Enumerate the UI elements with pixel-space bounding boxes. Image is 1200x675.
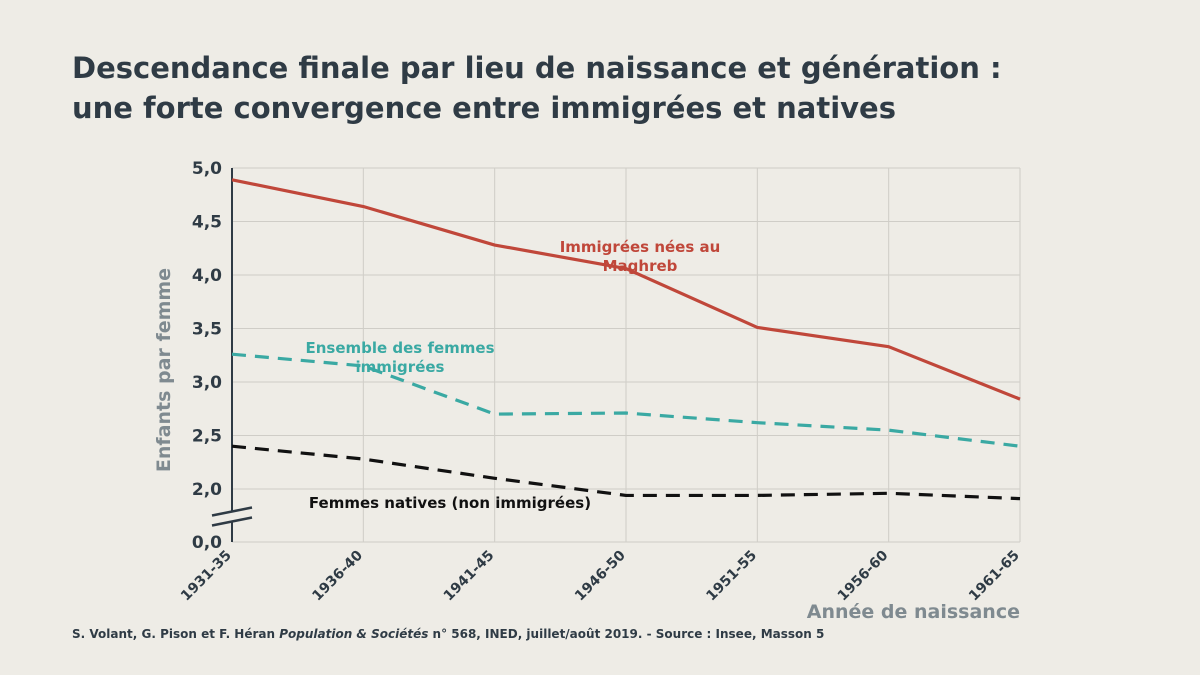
x-tick-label: 1956-60	[835, 547, 892, 604]
x-tick-label: 1961-65	[966, 548, 1023, 605]
x-axis-label: Année de naissance	[807, 601, 1020, 623]
x-tick-label: 1941-45	[441, 548, 498, 605]
y-tick-label: 0,0	[192, 533, 222, 553]
y-tick-label: 4,5	[192, 213, 222, 233]
series-line-natives	[231, 444, 1021, 501]
y-tick-label: 4,0	[192, 266, 222, 286]
y-tick-label: 5,0	[192, 159, 222, 179]
series-label-maghreb: Immigrées nées au	[560, 238, 721, 256]
source-authors: S. Volant, G. Pison et F. Héran	[72, 627, 280, 641]
series-line-maghreb	[231, 178, 1021, 401]
series-line-immigrees	[231, 352, 1021, 448]
chart-title: Descendance finale par lieu de naissance…	[72, 48, 1152, 128]
y-tick-label: 2,5	[192, 427, 222, 447]
source-publication: Population & Sociétés	[279, 627, 429, 641]
series-label-immigrees: immigrées	[356, 358, 445, 376]
axis-break-mark	[211, 506, 253, 517]
source-note: S. Volant, G. Pison et F. Héran Populati…	[72, 627, 824, 641]
x-tick-label: 1931-35	[178, 548, 235, 605]
x-tick-label: 1946-50	[572, 547, 629, 604]
series-label-maghreb: Maghreb	[603, 257, 678, 275]
y-axis-label: Enfants par femme	[153, 268, 175, 472]
chart-title-line-2: une forte convergence entre immigrées et…	[72, 91, 896, 125]
y-tick-label: 3,5	[192, 320, 222, 340]
x-tick-label: 1951-55	[703, 548, 760, 605]
chart-title-line-1: Descendance finale par lieu de naissance…	[72, 51, 1002, 85]
axis-break-mark	[211, 516, 253, 527]
x-tick-label: 1936-40	[309, 547, 366, 604]
series-label-immigrees: Ensemble des femmes	[305, 339, 494, 357]
y-tick-label: 3,0	[192, 373, 222, 393]
source-details: n° 568, INED, juillet/août 2019. - Sourc…	[428, 627, 825, 641]
y-tick-label: 2,0	[192, 480, 222, 500]
series-label-natives: Femmes natives (non immigrées)	[309, 494, 591, 512]
